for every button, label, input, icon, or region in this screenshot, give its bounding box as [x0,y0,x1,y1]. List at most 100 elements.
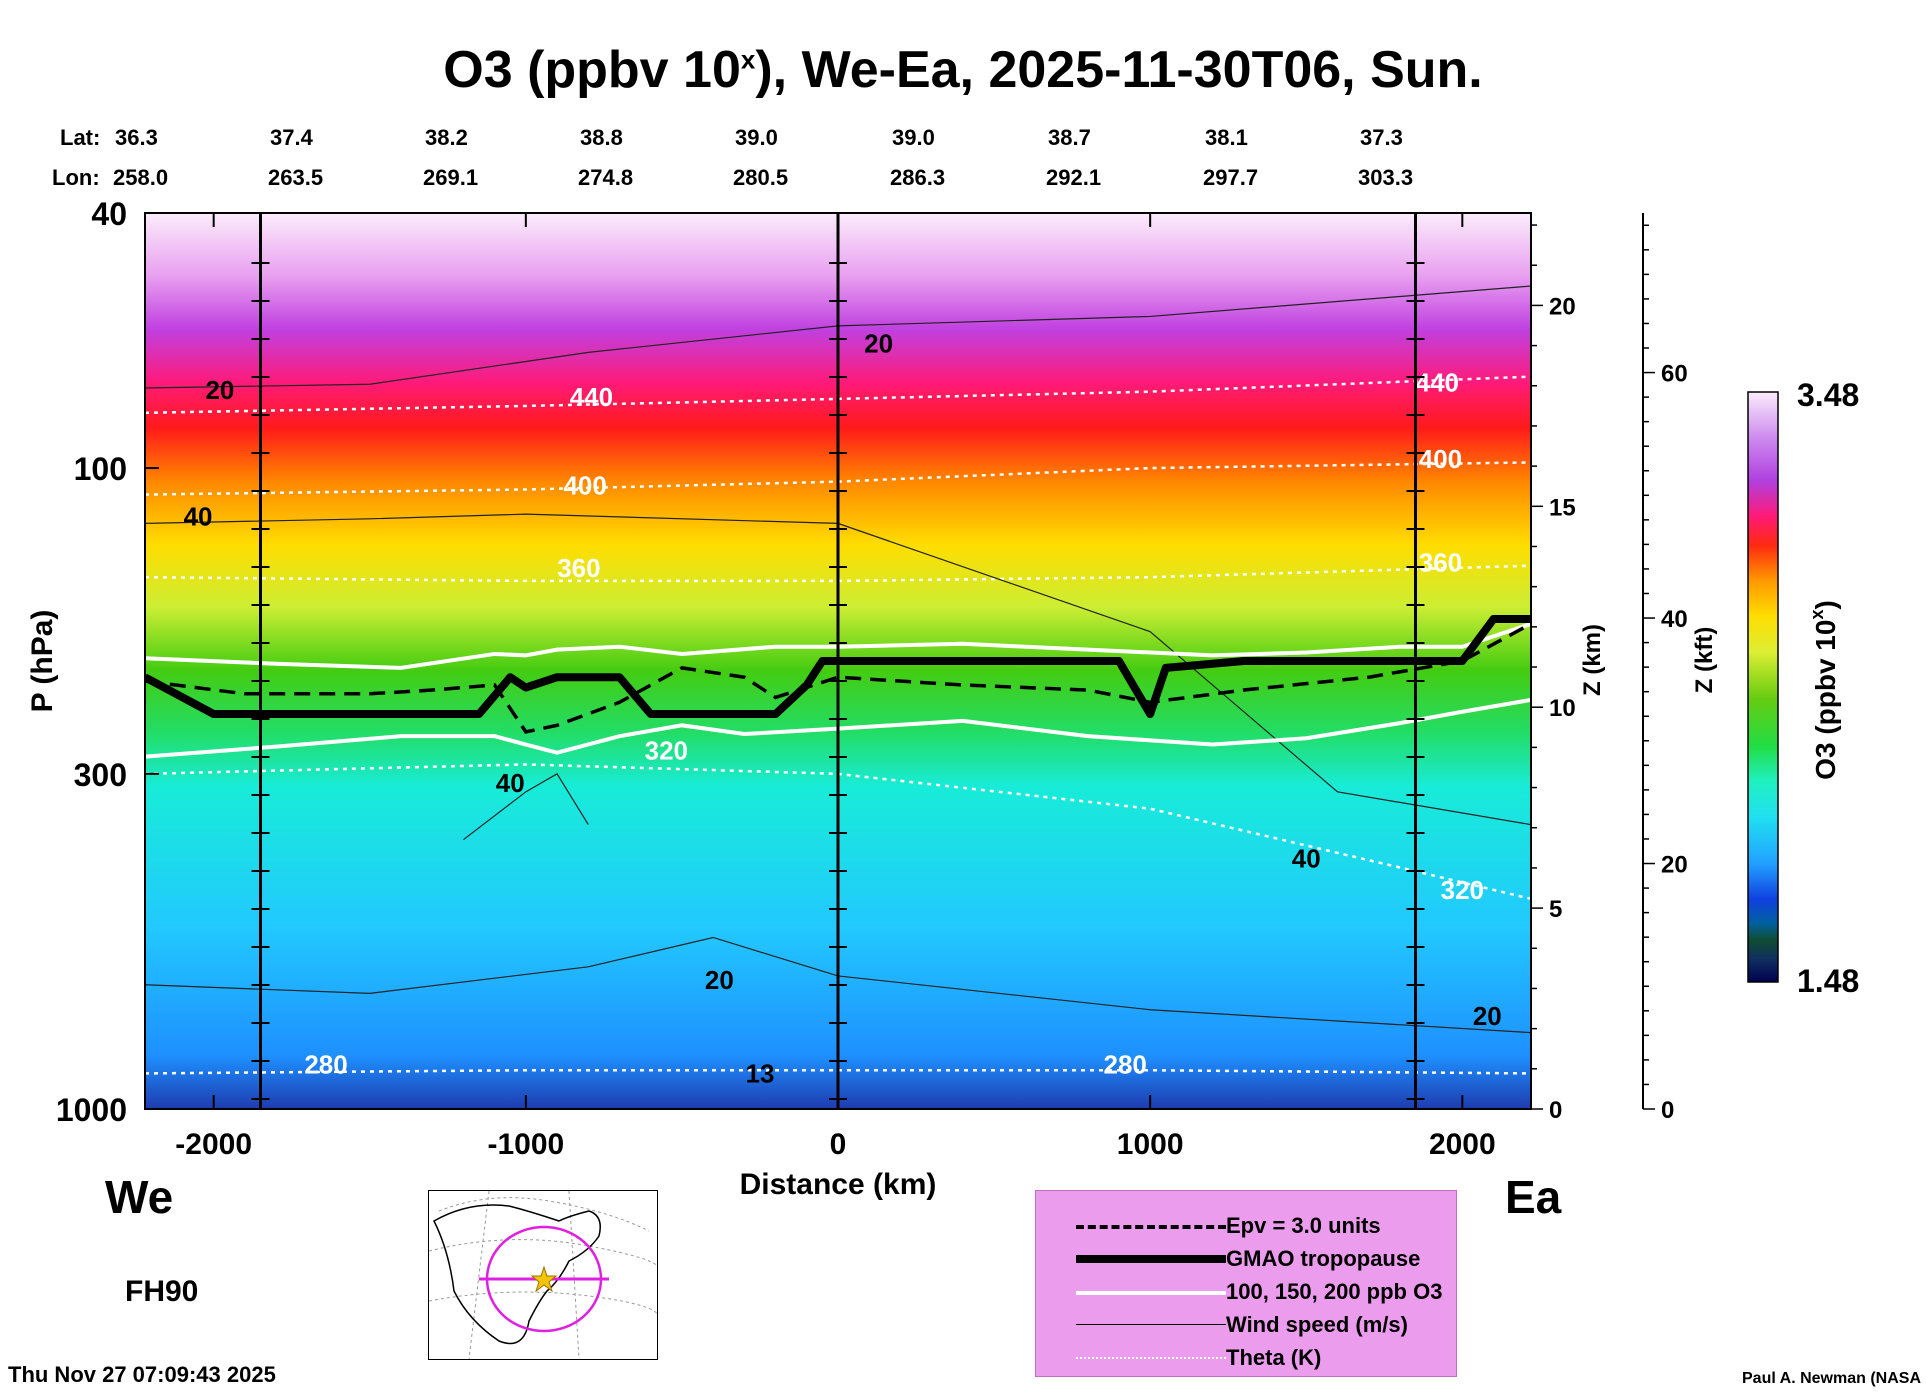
theta-contour [145,763,1531,901]
contour-label: 360 [1419,547,1462,577]
colorbar-label: O3 (ppbv 10x) [1807,600,1841,780]
contour-label: 440 [570,382,613,412]
lon-value: 280.5 [733,165,789,190]
lat-value: 38.7 [1048,125,1091,150]
y-tick-label: 300 [74,757,127,793]
x-axis-label: Distance (km) [740,1168,937,1201]
lat-value: 37.4 [270,125,313,150]
lat-label: Lat: [60,125,101,150]
y-tick-label: 40 [91,196,127,232]
contour-label: 13 [745,1059,774,1089]
contour-label: 40 [184,502,213,532]
contour-label: 440 [1416,368,1459,398]
tropopause-line [145,615,1531,719]
contour-label: 400 [563,471,606,501]
legend-swatch [1076,1291,1226,1295]
z-kft-tick-label: 20 [1661,852,1688,879]
z-kft-tick-label: 40 [1661,606,1688,633]
lon-label: Lon: [52,165,100,190]
contour-label: 20 [205,375,234,405]
lat-value: 38.8 [580,125,623,150]
chart-title: O3 (ppbv 10x), We-Ea, 2025-11-30T06, Sun… [443,41,1483,99]
lon-value: 286.3 [890,165,946,190]
z-kft-tick-label: 60 [1661,361,1688,388]
legend-item: Theta (K) [1036,1343,1456,1373]
z-kft-tick-label: 0 [1661,1097,1674,1124]
timestamp: Thu Nov 27 07:09:43 2025 [8,1362,276,1387]
colorbar-min-label: 1.48 [1797,963,1859,999]
z-km-tick-label: 0 [1549,1097,1562,1124]
ozone-ppb-contour [145,697,1531,759]
map-svg [428,1190,659,1360]
contour-label: 20 [864,328,893,358]
lon-value: 292.1 [1046,165,1102,190]
z-km-tick-label: 5 [1549,896,1562,923]
ozone-ppb-contour [145,621,1531,670]
legend-swatch [1076,1357,1226,1359]
legend-item: Wind speed (m/s) [1036,1310,1456,1340]
coastline [433,1204,601,1345]
lat-value: 39.0 [735,125,778,150]
x-tick-label: -2000 [175,1128,252,1161]
z-kft-axis-label: Z (kft) [1691,627,1718,694]
credit: Paul A. Newman (NASA [1742,1370,1921,1387]
east-label: Ea [1505,1171,1562,1223]
lat-value: 39.0 [892,125,935,150]
lon-value: 263.5 [268,165,324,190]
contour-label: 20 [1473,1001,1502,1031]
contour-label: 320 [645,736,688,766]
lon-value: 297.7 [1203,165,1259,190]
x-tick-label: 2000 [1429,1128,1496,1161]
lon-value: 303.3 [1358,165,1414,190]
lat-value: 36.3 [115,125,158,150]
legend-item: Epv = 3.0 units [1036,1211,1456,1241]
x-tick-label: -1000 [487,1128,564,1161]
legend-swatch [1076,1225,1226,1229]
wind-contour [145,936,1531,1034]
legend-swatch [1076,1255,1226,1263]
legend-label: GMAO tropopause [1226,1246,1421,1271]
contour-label: 20 [705,965,734,995]
west-label: We [105,1171,174,1223]
legend-item: 100, 150, 200 ppb O3 [1036,1277,1456,1307]
legend-label: Theta (K) [1226,1345,1322,1370]
legend-swatch [1076,1324,1226,1325]
legend-label: Wind speed (m/s) [1226,1312,1408,1337]
z-km-tick-label: 15 [1549,494,1576,521]
lat-value: 37.3 [1360,125,1403,150]
lat-value: 38.2 [425,125,468,150]
y-tick-label: 1000 [56,1092,127,1128]
contour-label: 40 [496,768,525,798]
contour-label: 320 [1441,875,1484,905]
forecast-hour: FH90 [125,1275,199,1308]
lon-value: 274.8 [578,165,634,190]
z-km-axis-label: Z (km) [1579,624,1606,696]
legend-label: 100, 150, 200 ppb O3 [1226,1279,1443,1304]
lat-value: 38.1 [1205,125,1248,150]
x-tick-label: 1000 [1117,1128,1184,1161]
z-km-tick-label: 10 [1549,695,1576,722]
legend-label: Epv = 3.0 units [1226,1213,1381,1238]
legend: Epv = 3.0 units GMAO tropopause 100, 150, … [1035,1190,1457,1377]
wind-contour [145,285,1531,389]
colorbar-max-label: 3.48 [1797,377,1859,413]
epv-line [145,622,1531,734]
z-km-tick-label: 20 [1549,293,1576,320]
legend-item: GMAO tropopause [1036,1244,1456,1274]
contour-label: 40 [1292,844,1321,874]
contour-label: 280 [1103,1049,1146,1079]
contour-label: 280 [304,1049,347,1079]
star-icon [530,1265,558,1293]
x-tick-label: 0 [830,1128,847,1161]
wind-contour [463,773,589,841]
contour-label: 360 [557,553,600,583]
y-tick-label: 100 [74,451,127,487]
lon-value: 258.0 [113,165,169,190]
colorbar [1747,391,1779,983]
y-axis-label: P (hPa) [26,610,59,713]
contour-label: 400 [1419,444,1462,474]
lon-value: 269.1 [423,165,479,190]
location-map [428,1190,659,1360]
